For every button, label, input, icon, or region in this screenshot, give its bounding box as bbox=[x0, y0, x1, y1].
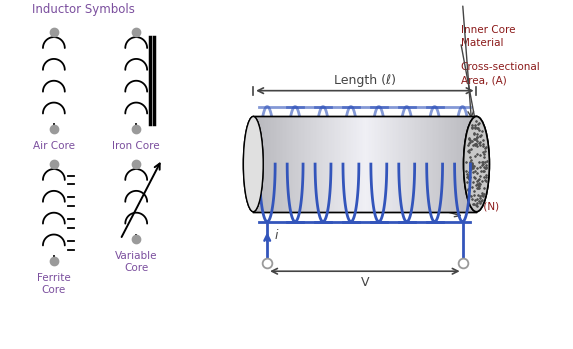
Text: Iron Core: Iron Core bbox=[112, 141, 160, 151]
Ellipse shape bbox=[464, 117, 489, 212]
Text: Cross-sectional
Area, (A): Cross-sectional Area, (A) bbox=[461, 62, 540, 85]
Text: Ferrite
Core: Ferrite Core bbox=[37, 273, 70, 295]
Ellipse shape bbox=[244, 117, 263, 212]
Text: Number of Turns (N): Number of Turns (N) bbox=[394, 202, 499, 212]
Ellipse shape bbox=[244, 117, 263, 212]
Text: Variable
Core: Variable Core bbox=[115, 251, 158, 273]
Ellipse shape bbox=[464, 117, 489, 212]
Text: i: i bbox=[274, 229, 278, 242]
Text: Inner Core
Material: Inner Core Material bbox=[461, 25, 515, 49]
Text: Inductor Symbols: Inductor Symbols bbox=[32, 3, 135, 16]
Text: Length (ℓ): Length (ℓ) bbox=[334, 74, 396, 87]
Text: Air Core: Air Core bbox=[33, 141, 75, 151]
Text: V: V bbox=[360, 276, 369, 289]
